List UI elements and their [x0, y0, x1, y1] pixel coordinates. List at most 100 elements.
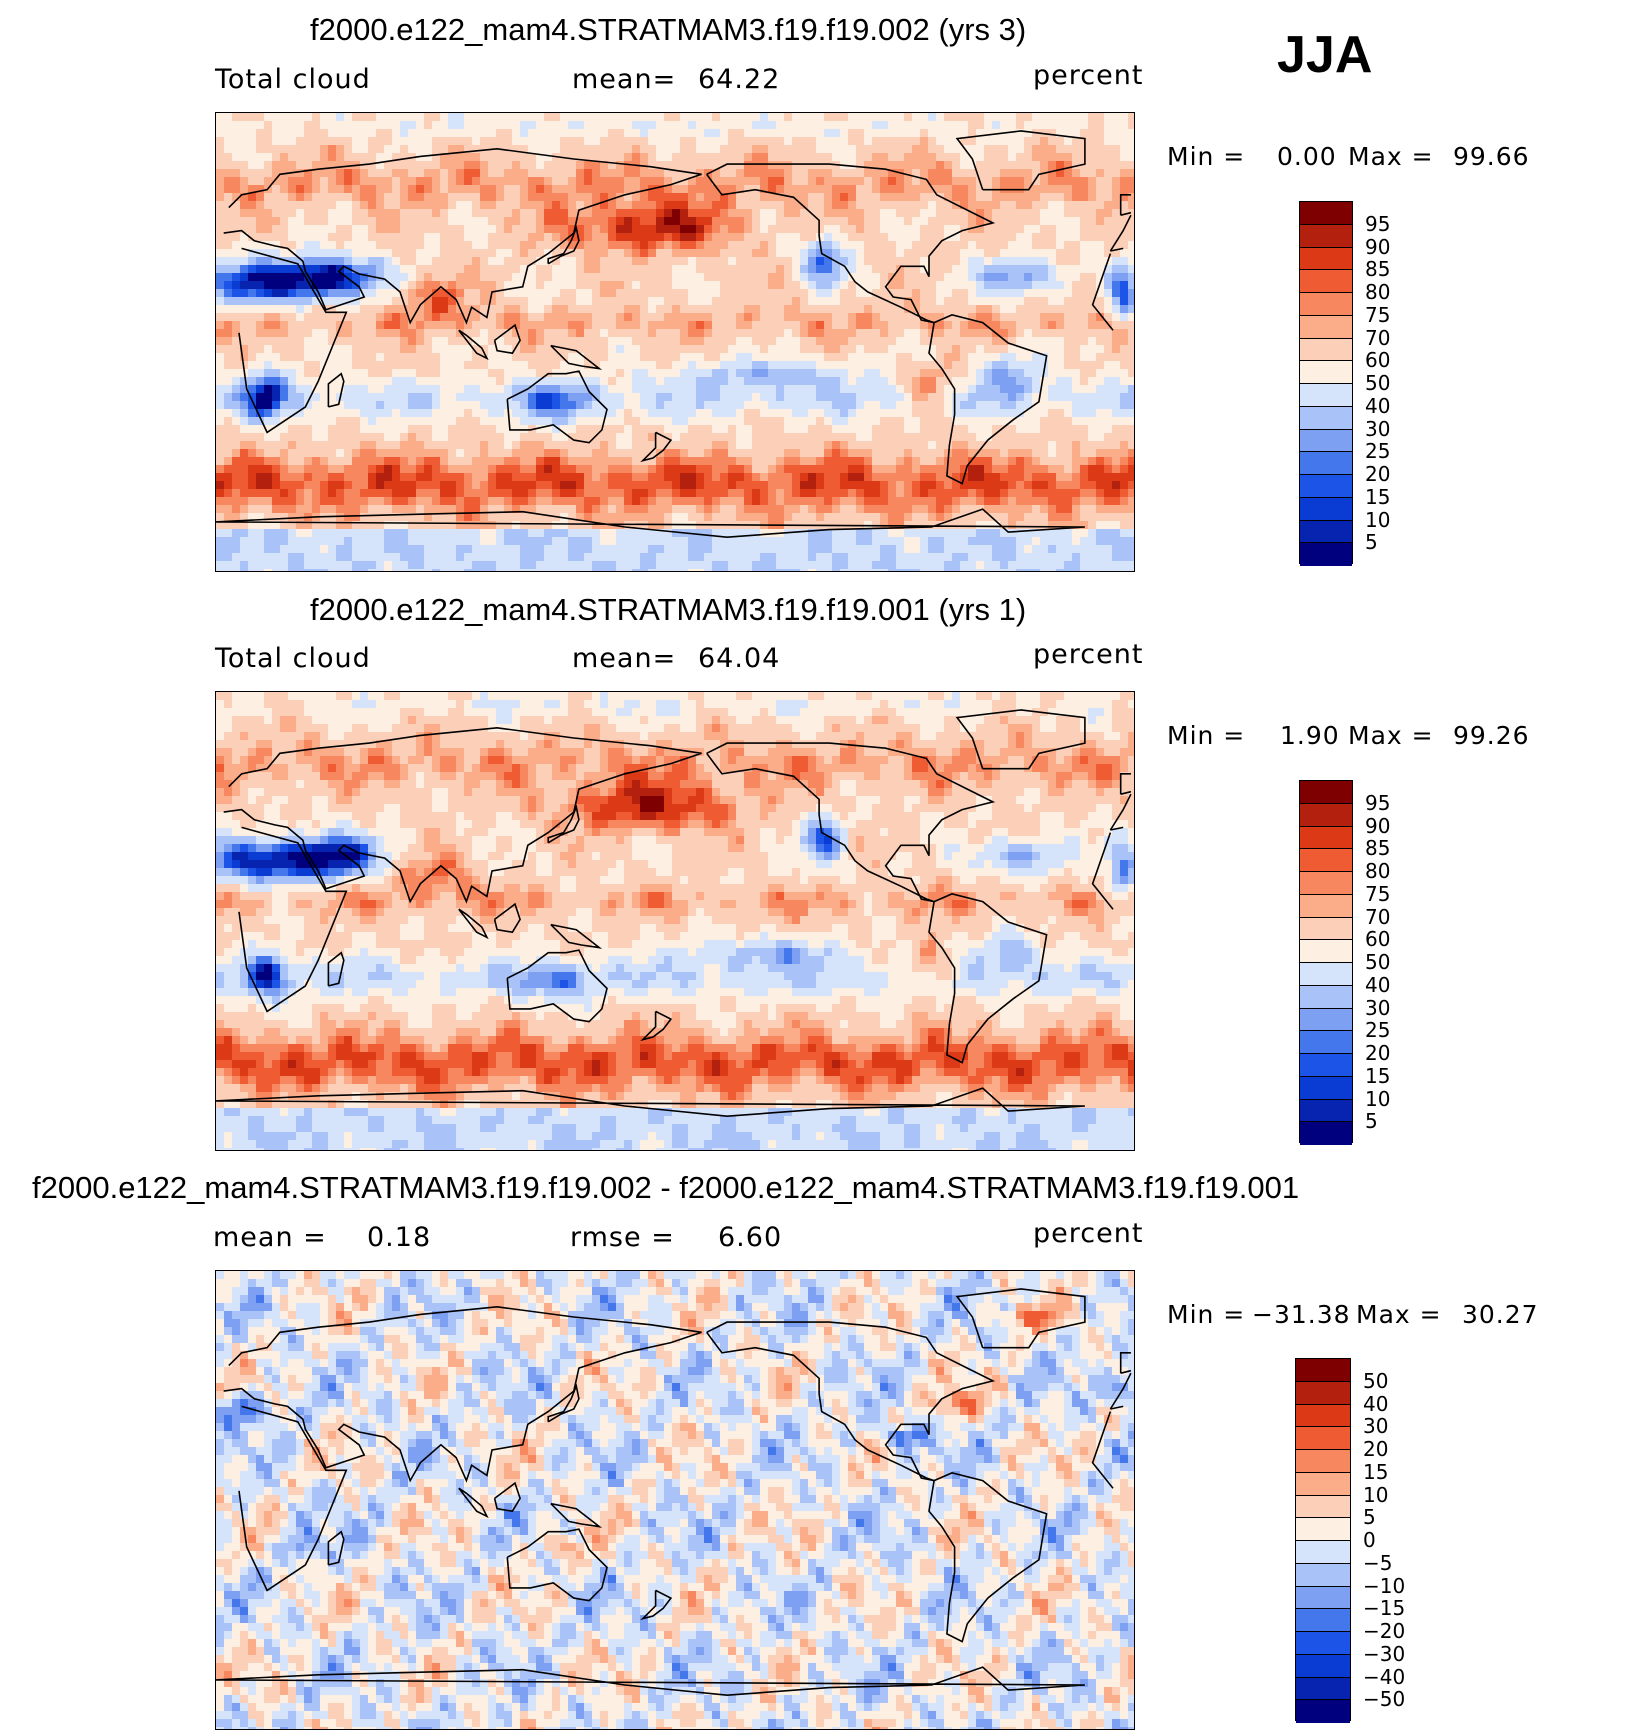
field-cell: [216, 177, 225, 186]
field-cell: [968, 265, 977, 274]
field-cell: [576, 265, 585, 274]
field-cell: [1024, 361, 1033, 370]
field-cell: [792, 385, 801, 394]
field-cell: [360, 177, 369, 186]
field-cell: [608, 249, 617, 258]
field-cell: [280, 289, 289, 298]
field-cell: [384, 121, 393, 130]
field-cell: [448, 313, 457, 322]
field-cell: [328, 393, 337, 402]
field-cell: [728, 217, 737, 226]
field-cell: [904, 273, 913, 282]
field-cell: [288, 385, 297, 394]
field-cell: [424, 129, 433, 138]
field-cell: [984, 321, 993, 330]
field-cell: [536, 273, 545, 282]
field-cell: [808, 153, 817, 162]
field-cell: [584, 145, 593, 154]
field-cell: [272, 321, 281, 330]
field-cell: [368, 257, 377, 266]
field-cell: [464, 369, 473, 378]
field-cell: [1040, 273, 1049, 282]
field-cell: [856, 321, 865, 330]
field-cell: [536, 209, 545, 218]
field-cell: [232, 121, 241, 130]
field-cell: [480, 281, 489, 290]
field-cell: [520, 449, 529, 458]
field-cell: [504, 417, 513, 426]
field-cell: [496, 385, 505, 394]
field-cell: [288, 265, 297, 274]
field-cell: [440, 449, 449, 458]
field-cell: [440, 345, 449, 354]
field-cell: [680, 289, 689, 298]
field-cell: [632, 345, 641, 354]
field-cell: [920, 161, 929, 170]
field-cell: [328, 121, 337, 130]
field-cell: [1000, 153, 1009, 162]
field-cell: [720, 409, 729, 418]
field-cell: [632, 201, 641, 210]
field-cell: [920, 433, 929, 442]
field-cell: [896, 209, 905, 218]
field-cell: [872, 273, 881, 282]
field-cell: [552, 241, 561, 250]
field-cell: [408, 185, 417, 194]
field-cell: [832, 425, 841, 434]
field-cell: [256, 289, 265, 298]
field-cell: [856, 377, 865, 386]
field-cell: [1024, 337, 1033, 346]
field-cell: [440, 441, 449, 450]
field-cell: [664, 281, 673, 290]
field-cell: [824, 193, 833, 202]
field-cell: [552, 281, 561, 290]
field-cell: [400, 345, 409, 354]
field-cell: [864, 401, 873, 410]
field-cell: [752, 417, 761, 426]
field-cell: [624, 289, 633, 298]
field-cell: [416, 457, 425, 466]
field-cell: [896, 265, 905, 274]
field-cell: [1064, 225, 1073, 234]
field-cell: [728, 273, 737, 282]
field-cell: [304, 401, 313, 410]
field-cell: [272, 217, 281, 226]
field-cell: [344, 393, 353, 402]
field-cell: [800, 217, 809, 226]
field-cell: [552, 193, 561, 202]
field-cell: [1080, 393, 1089, 402]
field-cell: [424, 305, 433, 314]
field-cell: [728, 449, 737, 458]
field-cell: [912, 393, 921, 402]
field-cell: [1056, 233, 1065, 242]
field-cell: [800, 249, 809, 258]
field-cell: [752, 233, 761, 242]
field-cell: [272, 129, 281, 138]
field-cell: [480, 273, 489, 282]
field-cell: [384, 201, 393, 210]
field-cell: [360, 345, 369, 354]
field-cell: [912, 417, 921, 426]
field-cell: [512, 345, 521, 354]
field-cell: [672, 409, 681, 418]
field-cell: [1128, 257, 1134, 266]
field-cell: [944, 177, 953, 186]
field-cell: [504, 273, 513, 282]
field-cell: [368, 393, 377, 402]
field-cell: [1104, 161, 1113, 170]
field-cell: [392, 161, 401, 170]
field-cell: [712, 361, 721, 370]
field-cell: [424, 393, 433, 402]
field-cell: [1080, 265, 1089, 274]
field-cell: [1112, 265, 1121, 274]
field-cell: [880, 145, 889, 154]
field-cell: [552, 313, 561, 322]
field-cell: [600, 169, 609, 178]
field-cell: [760, 305, 769, 314]
field-cell: [952, 233, 961, 242]
field-cell: [344, 169, 353, 178]
field-cell: [672, 393, 681, 402]
field-cell: [416, 257, 425, 266]
field-cell: [528, 193, 537, 202]
field-cell: [1112, 249, 1121, 258]
